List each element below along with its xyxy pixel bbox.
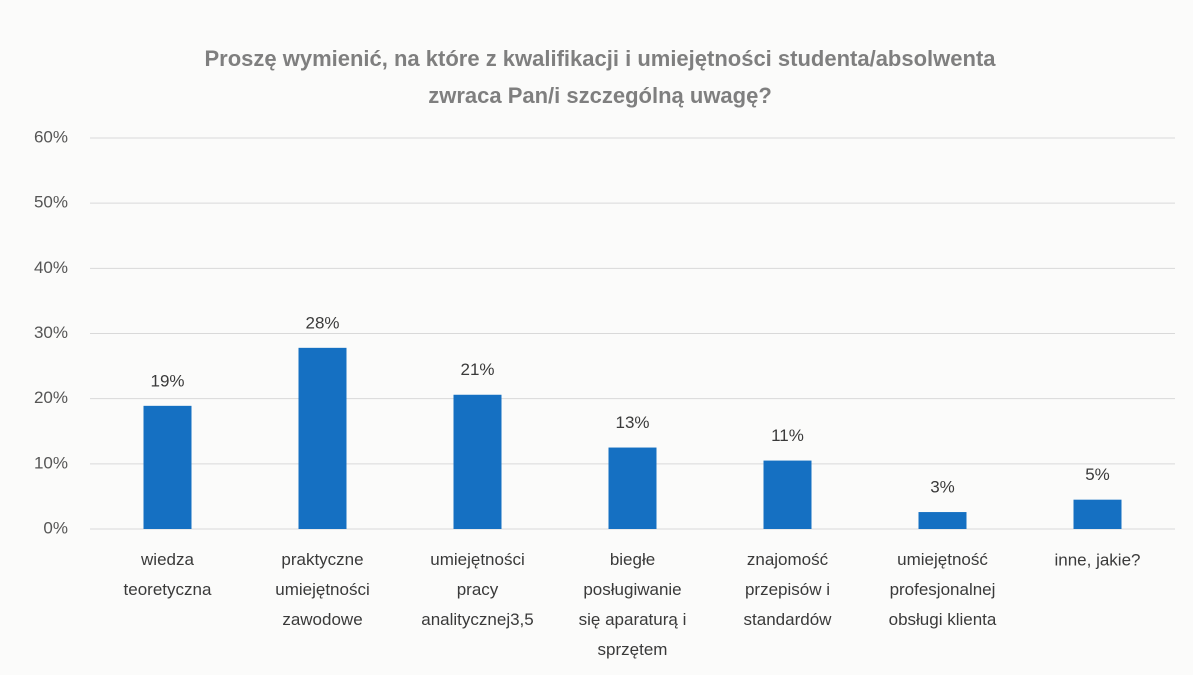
data-label: 11%	[771, 426, 804, 445]
bar	[143, 405, 192, 529]
bar	[1073, 499, 1122, 529]
y-tick-label: 60%	[34, 127, 68, 146]
y-tick-label: 0%	[43, 518, 68, 537]
data-label: 28%	[305, 313, 339, 332]
y-tick-label: 30%	[34, 323, 68, 342]
y-tick-label: 40%	[34, 258, 68, 277]
x-tick-label: biegłe posługiwanie się aparaturą i sprzęte…	[579, 550, 687, 659]
x-tick-label: znajomość przepisów i standardów	[744, 550, 833, 629]
y-tick-label: 10%	[34, 453, 68, 472]
data-label: 13%	[615, 413, 649, 432]
data-label: 5%	[1085, 465, 1110, 484]
bar	[608, 447, 657, 529]
y-tick-label: 20%	[34, 388, 68, 407]
x-tick-label: inne, jakie?	[1054, 550, 1140, 569]
data-label: 21%	[460, 360, 494, 379]
bar	[918, 512, 967, 529]
data-label: 3%	[930, 478, 955, 497]
bar	[763, 460, 812, 529]
data-label: 19%	[150, 371, 184, 390]
y-tick-label: 50%	[34, 193, 68, 212]
chart-title: Proszę wymienić, na które z kwalifikacji…	[204, 46, 996, 108]
bar	[453, 394, 502, 529]
bar	[298, 347, 347, 529]
x-tick-label: umiejętność profesjonalnej obsługi klienta	[889, 550, 997, 629]
x-tick-label: praktyczne umiejętności zawodowe	[275, 550, 370, 629]
x-tick-label: umiejętności pracy analitycznej3,5	[421, 550, 533, 629]
x-tick-label: wiedza teoretyczna	[124, 550, 212, 599]
